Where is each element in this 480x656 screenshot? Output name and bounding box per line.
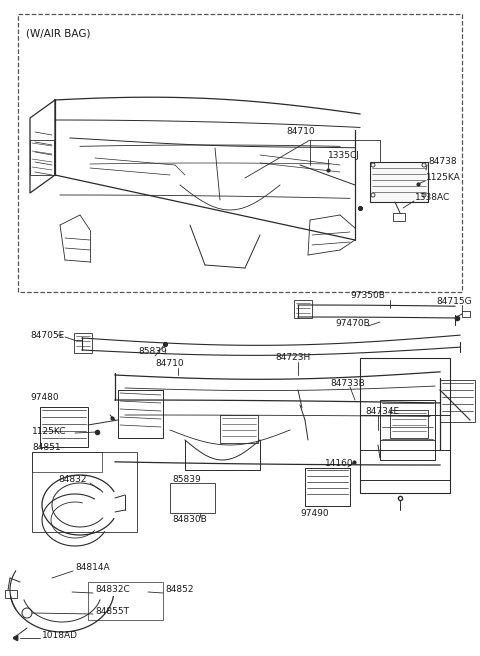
Bar: [220, 415, 258, 443]
Text: 84832C: 84832C: [95, 586, 130, 594]
Bar: [393, 213, 405, 221]
Bar: [30, 140, 54, 175]
Text: 97470B: 97470B: [335, 319, 370, 327]
Text: 84705E: 84705E: [30, 331, 64, 340]
Bar: [294, 300, 312, 318]
Text: 1125KC: 1125KC: [32, 428, 67, 436]
Text: 97480: 97480: [30, 392, 59, 401]
Text: 97350B: 97350B: [350, 291, 385, 300]
Bar: [170, 483, 215, 513]
Text: 84710: 84710: [155, 358, 184, 367]
Text: 84832: 84832: [58, 476, 86, 485]
Text: 85839: 85839: [172, 474, 201, 483]
Text: 84851: 84851: [32, 443, 60, 451]
Bar: [380, 400, 435, 460]
Bar: [18, 14, 462, 292]
Bar: [360, 358, 450, 493]
Bar: [40, 407, 88, 447]
Bar: [305, 468, 350, 506]
Bar: [390, 410, 428, 438]
Text: 1338AC: 1338AC: [415, 194, 450, 203]
Text: 84830B: 84830B: [172, 514, 207, 523]
Text: 84814A: 84814A: [75, 562, 109, 571]
Text: 84855T: 84855T: [95, 607, 129, 615]
Bar: [5, 590, 17, 598]
Bar: [370, 162, 428, 202]
Text: 1335CJ: 1335CJ: [328, 150, 360, 159]
Text: 84738: 84738: [428, 157, 456, 167]
Text: 84715G: 84715G: [436, 297, 472, 306]
Bar: [32, 452, 137, 532]
Text: 85839: 85839: [138, 348, 167, 356]
Bar: [118, 390, 163, 438]
Text: 84734E: 84734E: [365, 407, 399, 417]
Bar: [440, 380, 475, 422]
Text: 14160: 14160: [325, 459, 354, 468]
Bar: [88, 582, 163, 620]
Text: 1018AD: 1018AD: [42, 630, 78, 640]
Text: 97490: 97490: [300, 508, 329, 518]
Bar: [74, 333, 92, 353]
Text: 1125KA: 1125KA: [426, 173, 461, 182]
Text: 84733B: 84733B: [330, 379, 365, 388]
Text: 84723H: 84723H: [275, 354, 310, 363]
Bar: [462, 311, 470, 317]
Text: 84710: 84710: [286, 127, 314, 136]
Text: (W/AIR BAG): (W/AIR BAG): [26, 28, 91, 38]
Text: 84852: 84852: [165, 586, 193, 594]
Bar: [32, 452, 102, 472]
